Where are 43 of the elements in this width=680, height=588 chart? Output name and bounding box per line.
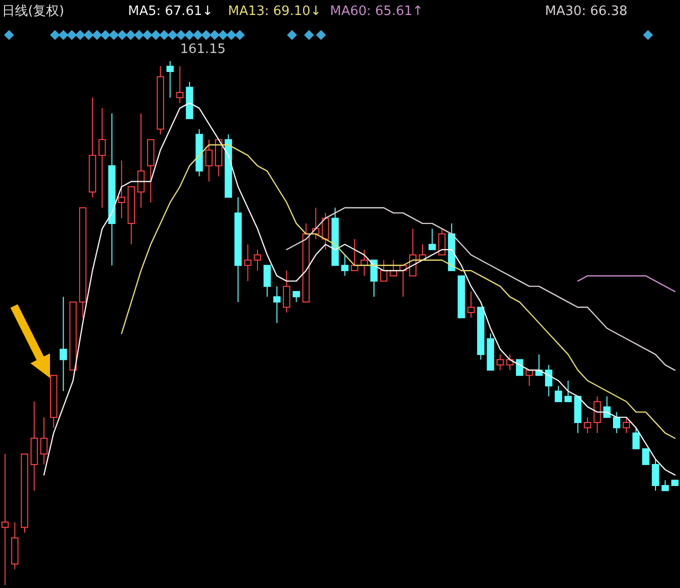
candlestick <box>390 260 398 276</box>
candlestick <box>166 60 174 98</box>
candlestick <box>380 260 388 282</box>
candlestick <box>613 412 620 434</box>
candlestick <box>244 244 252 282</box>
candlestick <box>516 359 524 376</box>
candlestick <box>254 249 262 272</box>
candlestick <box>176 66 184 104</box>
candlestick <box>642 448 650 465</box>
candlestick <box>137 112 145 208</box>
chart-title: 日线(复权) <box>2 4 64 19</box>
candlestick <box>409 228 416 276</box>
text: 161.15 <box>180 42 226 57</box>
candlestick <box>554 385 562 402</box>
candlestick <box>622 416 630 434</box>
candlestick <box>526 370 533 386</box>
candlestick <box>652 458 660 492</box>
text: MA60: 65.61↑ <box>330 4 424 19</box>
candlestick <box>40 416 48 465</box>
candlestick <box>98 108 106 208</box>
candlestick <box>584 416 592 434</box>
candlestick <box>264 264 271 298</box>
candlestick <box>341 254 349 276</box>
candlestick <box>594 396 601 434</box>
candlestick <box>632 427 640 450</box>
candlestick <box>545 364 552 397</box>
candlestick <box>662 480 669 492</box>
text: MA30: 66.38 <box>545 4 628 19</box>
candlestick <box>467 291 475 318</box>
candlestick <box>428 228 436 250</box>
candlestick <box>60 296 67 392</box>
candlestick <box>273 286 281 324</box>
candlestick <box>118 160 126 219</box>
candlestick <box>205 139 213 182</box>
candlestick <box>506 354 514 371</box>
candlestick <box>292 291 300 303</box>
candlestick <box>564 380 572 402</box>
candlestick <box>438 228 446 256</box>
text: MA13: 69.10↓ <box>228 4 322 19</box>
candlestick <box>496 354 504 371</box>
candlestick <box>282 270 290 314</box>
text: MA5: 67.61↓ <box>128 4 214 19</box>
candlestick <box>360 249 368 276</box>
